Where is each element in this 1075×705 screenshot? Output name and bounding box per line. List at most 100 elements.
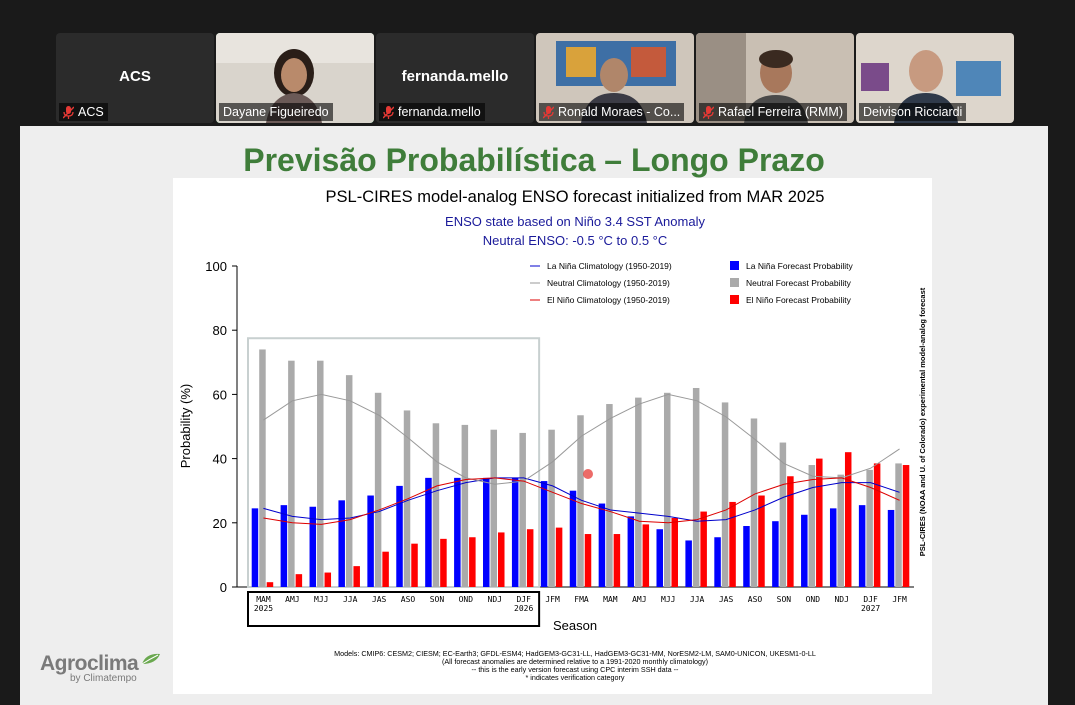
climatology-line-neutral	[263, 393, 900, 485]
legend-item-label: Neutral Climatology (1950-2019)	[547, 278, 670, 288]
mic-muted-icon	[63, 105, 74, 119]
x-year-label: 2025	[254, 604, 273, 613]
legend-item-label: La Niña Forecast Probability	[746, 261, 854, 271]
bar-neutral	[548, 429, 555, 587]
bar-el-nino	[584, 534, 592, 587]
y-axis-label: Probability (%)	[178, 384, 193, 469]
right-side-label: PSL-CIRES (NOAA and U. of Colorado) expe…	[918, 287, 927, 556]
bar-neutral	[259, 349, 266, 587]
bar-el-nino	[671, 517, 678, 587]
bar-el-nino	[700, 511, 707, 587]
participant-strip: ACS ACS Dayane Figueiredo fernanda.mello…	[56, 33, 1015, 123]
bar-la-nina	[511, 477, 519, 587]
participant-name: ACS	[78, 105, 104, 119]
slide-title: Previsão Probabilística – Longo Prazo	[243, 142, 825, 178]
x-tick-label: MJJ	[314, 595, 328, 604]
y-tick-label: 0	[220, 580, 227, 595]
bar-el-nino	[382, 551, 389, 587]
bar-el-nino	[555, 527, 563, 587]
logo-by: by Climatempo	[70, 673, 137, 684]
mic-muted-icon	[543, 105, 554, 119]
bar-la-nina	[858, 505, 866, 587]
mic-muted-icon	[703, 105, 714, 119]
bar-neutral	[288, 360, 295, 587]
legend-item-label: El Niño Climatology (1950-2019)	[547, 295, 670, 305]
bar-la-nina	[280, 505, 288, 587]
x-tick-label: DJF	[516, 595, 531, 604]
shared-slide: Previsão Probabilística – Longo Prazo PS…	[20, 126, 1048, 705]
chart-subtitle: ENSO state based on Niño 3.4 SST Anomaly	[445, 214, 705, 229]
y-tick-label: 40	[213, 452, 227, 467]
footer-note: * indicates verification category	[525, 673, 624, 682]
bar-la-nina	[887, 509, 895, 587]
x-year-label: 2027	[861, 604, 880, 613]
x-tick-label: ASO	[748, 595, 763, 604]
bar-neutral	[750, 418, 758, 587]
participant-tile-rafael[interactable]: Rafael Ferreira (RMM)	[696, 33, 854, 123]
participant-name: Dayane Figueiredo	[223, 105, 329, 119]
mic-muted-icon	[383, 105, 394, 119]
x-tick-label: MJJ	[661, 595, 675, 604]
legend-item-label: Neutral Forecast Probability	[746, 278, 852, 288]
bar-el-nino	[498, 532, 505, 587]
bar-neutral	[808, 465, 816, 587]
bar-la-nina	[396, 485, 403, 587]
y-tick-label: 100	[205, 259, 227, 274]
x-tick-label: JJA	[690, 595, 705, 604]
participant-tile-deivison[interactable]: Deivison Ricciardi	[856, 33, 1014, 123]
x-tick-label: NDJ	[834, 595, 848, 604]
participant-tile-dayane[interactable]: Dayane Figueiredo	[216, 33, 374, 123]
x-tick-label: AMJ	[285, 595, 299, 604]
bar-el-nino	[353, 566, 360, 587]
participant-tile-acs[interactable]: ACS ACS	[56, 33, 214, 123]
bar-neutral	[490, 429, 498, 587]
participant-tile-ronald[interactable]: Ronald Moraes - Co...	[536, 33, 694, 123]
bar-la-nina	[540, 481, 548, 587]
bar-la-nina	[656, 529, 663, 587]
y-tick-label: 80	[213, 323, 227, 338]
bar-la-nina	[251, 508, 259, 587]
bar-el-nino	[324, 572, 332, 587]
bar-neutral	[606, 404, 613, 587]
bar-neutral	[663, 392, 671, 587]
bar-el-nino	[844, 452, 852, 587]
bar-neutral	[374, 392, 382, 587]
participant-label: Ronald Moraes - Co...	[539, 103, 685, 121]
bar-neutral	[692, 387, 700, 587]
participant-tile-fernanda[interactable]: fernanda.mello fernanda.mello	[376, 33, 534, 123]
analysis-window-label-box	[247, 591, 541, 627]
bar-el-nino	[729, 501, 736, 587]
bar-la-nina	[425, 477, 432, 587]
logo-brand: Agroclima	[40, 652, 162, 676]
bar-la-nina	[483, 477, 490, 587]
participant-name-large: ACS	[119, 68, 151, 85]
bar-el-nino	[642, 524, 650, 587]
bar-el-nino	[613, 534, 621, 587]
chart-title: PSL-CIRES model-analog ENSO forecast ini…	[326, 188, 825, 206]
x-tick-label: JAS	[372, 595, 387, 604]
bar-la-nina	[627, 516, 635, 587]
bar-neutral	[432, 423, 440, 587]
y-tick-label: 20	[213, 516, 227, 531]
participant-label: Deivison Ricciardi	[859, 103, 967, 121]
participant-name: Rafael Ferreira (RMM)	[718, 105, 844, 119]
bar-neutral	[866, 469, 873, 587]
x-tick-label: ASO	[401, 595, 416, 604]
x-tick-label: SON	[777, 595, 792, 604]
footer-models: Models: CMIP6: CESM2; CIESM; EC-Earth3; …	[334, 649, 816, 658]
bar-el-nino	[469, 537, 476, 587]
x-tick-label: JFM	[892, 595, 907, 604]
bar-la-nina	[598, 503, 606, 587]
x-tick-label: MAM	[256, 595, 271, 604]
participant-label: Rafael Ferreira (RMM)	[699, 103, 848, 121]
legend-item-label: La Niña Climatology (1950-2019)	[547, 261, 672, 271]
analysis-window-box	[247, 337, 541, 588]
legend-bar-swatch	[730, 278, 739, 287]
x-year-label: 2026	[514, 604, 533, 613]
x-tick-label: DJF	[863, 595, 878, 604]
laser-pointer	[583, 469, 593, 479]
climatology-line-la-nina	[263, 477, 900, 522]
participant-name: Deivison Ricciardi	[863, 105, 963, 119]
x-tick-label: JAS	[719, 595, 734, 604]
